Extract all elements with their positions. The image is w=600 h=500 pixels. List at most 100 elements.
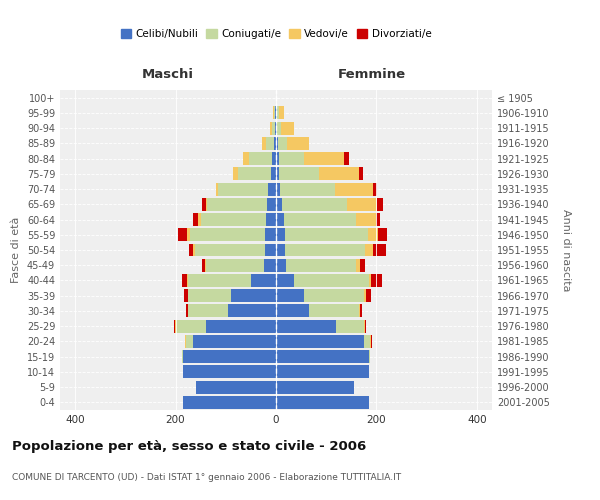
Bar <box>202 259 205 272</box>
Bar <box>344 152 349 165</box>
Text: Femmine: Femmine <box>338 68 406 80</box>
Bar <box>183 396 276 409</box>
Bar <box>193 213 198 226</box>
Bar <box>359 304 360 318</box>
Bar <box>281 122 293 134</box>
Bar <box>275 122 276 134</box>
Bar <box>276 182 280 196</box>
Bar <box>278 106 284 120</box>
Bar <box>280 182 335 196</box>
Text: Maschi: Maschi <box>142 68 194 80</box>
Bar <box>365 320 366 332</box>
Bar <box>182 350 183 363</box>
Bar <box>188 274 251 287</box>
Bar <box>272 122 275 134</box>
Bar <box>276 366 369 378</box>
Bar <box>193 244 194 256</box>
Bar <box>244 152 250 165</box>
Bar <box>369 274 371 287</box>
Bar <box>265 244 276 256</box>
Bar <box>173 320 175 332</box>
Bar <box>187 274 188 287</box>
Bar <box>189 244 193 256</box>
Bar <box>250 152 272 165</box>
Bar <box>266 213 276 226</box>
Bar <box>182 274 187 287</box>
Bar <box>276 106 277 120</box>
Bar <box>251 274 276 287</box>
Bar <box>364 320 365 332</box>
Bar <box>276 259 286 272</box>
Bar <box>206 320 276 332</box>
Bar <box>373 244 386 256</box>
Bar <box>277 106 278 120</box>
Bar <box>368 228 378 241</box>
Bar <box>176 320 206 332</box>
Bar <box>277 122 281 134</box>
Bar <box>190 228 265 241</box>
Bar <box>356 259 361 272</box>
Bar <box>369 350 370 363</box>
Bar <box>276 335 364 348</box>
Bar <box>274 137 276 150</box>
Bar <box>198 213 200 226</box>
Text: COMUNE DI TARCENTO (UD) - Dati ISTAT 1° gennaio 2006 - Elaborazione TUTTITALIA.I: COMUNE DI TARCENTO (UD) - Dati ISTAT 1° … <box>12 473 401 482</box>
Bar <box>278 137 287 150</box>
Bar <box>188 289 231 302</box>
Bar <box>231 289 276 302</box>
Bar <box>304 289 364 302</box>
Bar <box>264 259 276 272</box>
Bar <box>216 182 218 196</box>
Bar <box>308 304 359 318</box>
Bar <box>377 198 383 211</box>
Bar <box>336 320 364 332</box>
Bar <box>196 380 276 394</box>
Bar <box>183 350 276 363</box>
Bar <box>304 152 344 165</box>
Bar <box>178 228 187 241</box>
Bar <box>287 137 309 150</box>
Bar <box>276 304 308 318</box>
Bar <box>273 106 274 120</box>
Bar <box>205 259 206 272</box>
Bar <box>262 137 266 150</box>
Bar <box>359 168 363 180</box>
Bar <box>371 274 382 287</box>
Bar <box>276 380 354 394</box>
Bar <box>183 366 276 378</box>
Bar <box>200 213 266 226</box>
Bar <box>276 198 282 211</box>
Text: Popolazione per età, sesso e stato civile - 2006: Popolazione per età, sesso e stato civil… <box>12 440 366 453</box>
Bar <box>373 182 377 196</box>
Bar <box>276 289 304 302</box>
Bar <box>270 122 272 134</box>
Bar <box>284 213 356 226</box>
Bar <box>276 350 369 363</box>
Bar <box>282 198 347 211</box>
Bar <box>356 213 376 226</box>
Bar <box>293 274 369 287</box>
Bar <box>175 320 176 332</box>
Bar <box>194 244 265 256</box>
Bar <box>360 304 362 318</box>
Bar <box>370 335 371 348</box>
Bar <box>207 198 268 211</box>
Bar <box>265 228 276 241</box>
Bar <box>279 152 304 165</box>
Bar <box>276 244 285 256</box>
Bar <box>278 168 319 180</box>
Bar <box>285 228 368 241</box>
Legend: Celibi/Nubili, Coniugati/e, Vedovi/e, Divorziati/e: Celibi/Nubili, Coniugati/e, Vedovi/e, Di… <box>116 25 436 43</box>
Bar <box>276 320 336 332</box>
Bar <box>376 213 380 226</box>
Bar <box>184 289 188 302</box>
Bar <box>268 198 276 211</box>
Bar <box>202 198 206 211</box>
Bar <box>276 274 293 287</box>
Bar <box>361 259 365 272</box>
Bar <box>276 213 284 226</box>
Bar <box>365 244 373 256</box>
Bar <box>206 198 207 211</box>
Bar <box>185 304 188 318</box>
Bar <box>371 335 372 348</box>
